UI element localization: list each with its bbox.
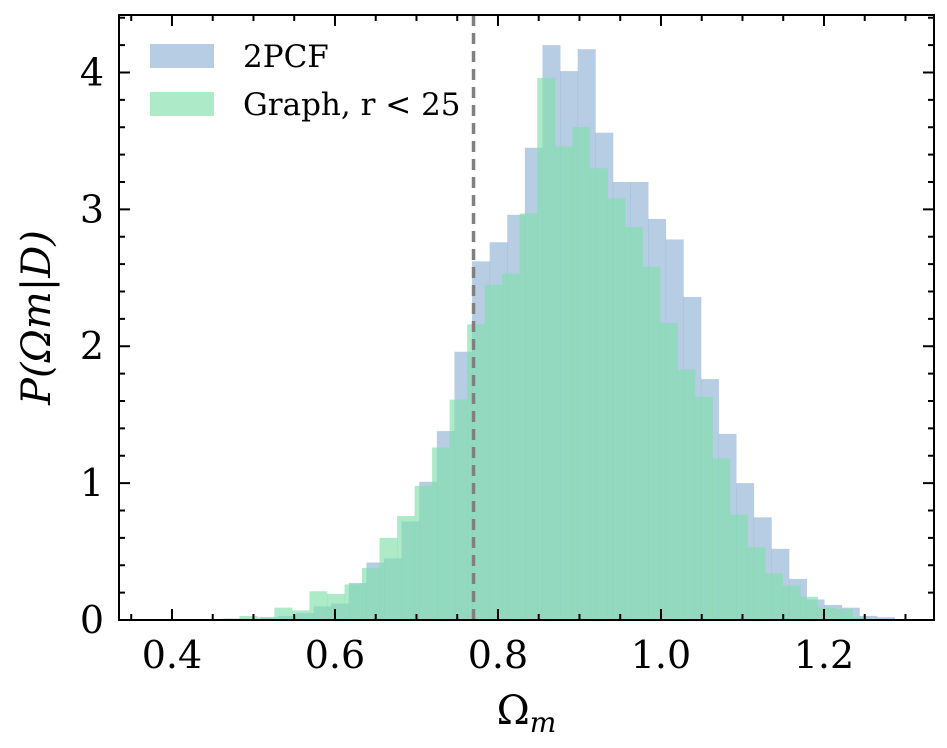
legend: 2PCF Graph, r < 25 <box>150 39 461 123</box>
histogram-bar <box>694 396 713 620</box>
histogram-bar <box>589 168 608 620</box>
histogram-bar <box>274 607 293 620</box>
histogram-bar <box>291 610 310 620</box>
y-tick-label: 0 <box>80 598 104 642</box>
histogram-bar <box>800 596 819 620</box>
histogram-bar <box>502 273 521 620</box>
histogram-bar <box>397 515 416 620</box>
x-tick-label: 1.0 <box>631 633 691 677</box>
series-1 <box>221 77 871 621</box>
x-axis-label: Ωm <box>497 688 557 739</box>
histogram-bar <box>432 447 451 620</box>
plot-frame <box>118 14 935 621</box>
histogram-bar <box>817 607 836 620</box>
y-axis-label: P(Ωm|D) <box>14 230 60 406</box>
histogram-bar <box>852 617 871 620</box>
histogram-bar <box>782 585 801 620</box>
x-tick-label: 0.8 <box>468 633 528 677</box>
histogram-bar <box>449 399 468 620</box>
histogram-bar <box>537 77 556 620</box>
histogram-bar <box>256 617 275 620</box>
y-tick-label: 3 <box>80 187 104 231</box>
histogram-bar <box>876 617 895 620</box>
histogram-bar <box>414 485 433 620</box>
histogram-bar <box>379 537 398 620</box>
histogram-bar <box>642 266 661 620</box>
legend-swatch-graph <box>150 92 214 116</box>
bars-layer <box>221 45 895 621</box>
histogram-bar <box>624 227 643 620</box>
histogram-bar <box>344 584 363 620</box>
histogram-bar <box>607 198 626 620</box>
legend-label-graph: Graph, r < 25 <box>243 87 461 123</box>
histogram-bar <box>467 324 486 620</box>
ticks-layer: 0.4 0.6 0.8 1.0 1.2 0 1 2 3 4 <box>80 15 934 677</box>
legend-label-2pcf: 2PCF <box>243 39 329 75</box>
histogram-bar <box>362 567 380 620</box>
histogram-bar <box>309 591 328 620</box>
histogram-bar <box>747 547 766 620</box>
y-tick-label: 2 <box>80 324 104 368</box>
y-tick-label: 4 <box>80 50 104 94</box>
x-tick-label: 1.2 <box>794 633 854 677</box>
legend-swatch-2pcf <box>150 44 214 68</box>
histogram-bar <box>519 213 538 621</box>
histogram-bar <box>554 146 573 620</box>
histogram-bar <box>765 573 783 620</box>
x-axis-label-base: Ω <box>497 688 530 734</box>
histogram-bar <box>730 514 748 620</box>
histogram-bar <box>712 458 731 620</box>
histogram-bar <box>677 369 696 620</box>
histogram-bar <box>659 322 678 620</box>
x-tick-label: 0.4 <box>142 633 202 677</box>
x-tick-label: 0.6 <box>305 633 365 677</box>
y-tick-label: 1 <box>80 461 104 505</box>
x-axis-label-subscript: m <box>530 706 557 739</box>
histogram-bar <box>835 609 854 620</box>
histogram-bar <box>239 615 258 620</box>
histogram-bar <box>326 593 345 620</box>
histogram-bar <box>484 284 503 620</box>
histogram-bar <box>572 127 591 621</box>
